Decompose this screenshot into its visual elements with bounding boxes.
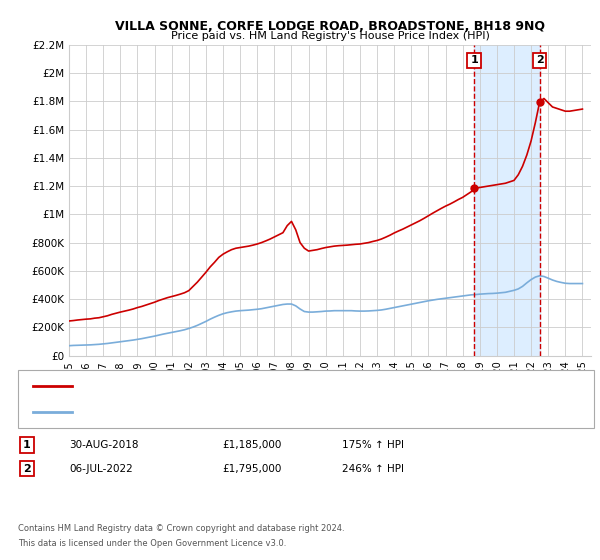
Text: 1: 1 — [23, 440, 31, 450]
Text: 2: 2 — [536, 55, 544, 66]
Text: 2: 2 — [23, 464, 31, 474]
Text: Price paid vs. HM Land Registry's House Price Index (HPI): Price paid vs. HM Land Registry's House … — [170, 31, 490, 41]
Text: £1,795,000: £1,795,000 — [222, 464, 281, 474]
Text: 246% ↑ HPI: 246% ↑ HPI — [342, 464, 404, 474]
Bar — [474, 45, 540, 356]
Text: 1: 1 — [470, 55, 478, 66]
Text: 30-AUG-2018: 30-AUG-2018 — [69, 440, 139, 450]
Text: This data is licensed under the Open Government Licence v3.0.: This data is licensed under the Open Gov… — [18, 539, 286, 548]
Text: Contains HM Land Registry data © Crown copyright and database right 2024.: Contains HM Land Registry data © Crown c… — [18, 524, 344, 533]
Text: £1,185,000: £1,185,000 — [222, 440, 281, 450]
Text: 175% ↑ HPI: 175% ↑ HPI — [342, 440, 404, 450]
Text: VILLA SONNE, CORFE LODGE ROAD, BROADSTONE, BH18 9NQ: VILLA SONNE, CORFE LODGE ROAD, BROADSTON… — [115, 20, 545, 32]
Text: HPI: Average price, detached house, Dorset: HPI: Average price, detached house, Dors… — [78, 407, 292, 417]
Text: VILLA SONNE, CORFE LODGE ROAD, BROADSTONE, BH18 9NQ (detached house): VILLA SONNE, CORFE LODGE ROAD, BROADSTON… — [78, 381, 472, 391]
Text: 06-JUL-2022: 06-JUL-2022 — [69, 464, 133, 474]
